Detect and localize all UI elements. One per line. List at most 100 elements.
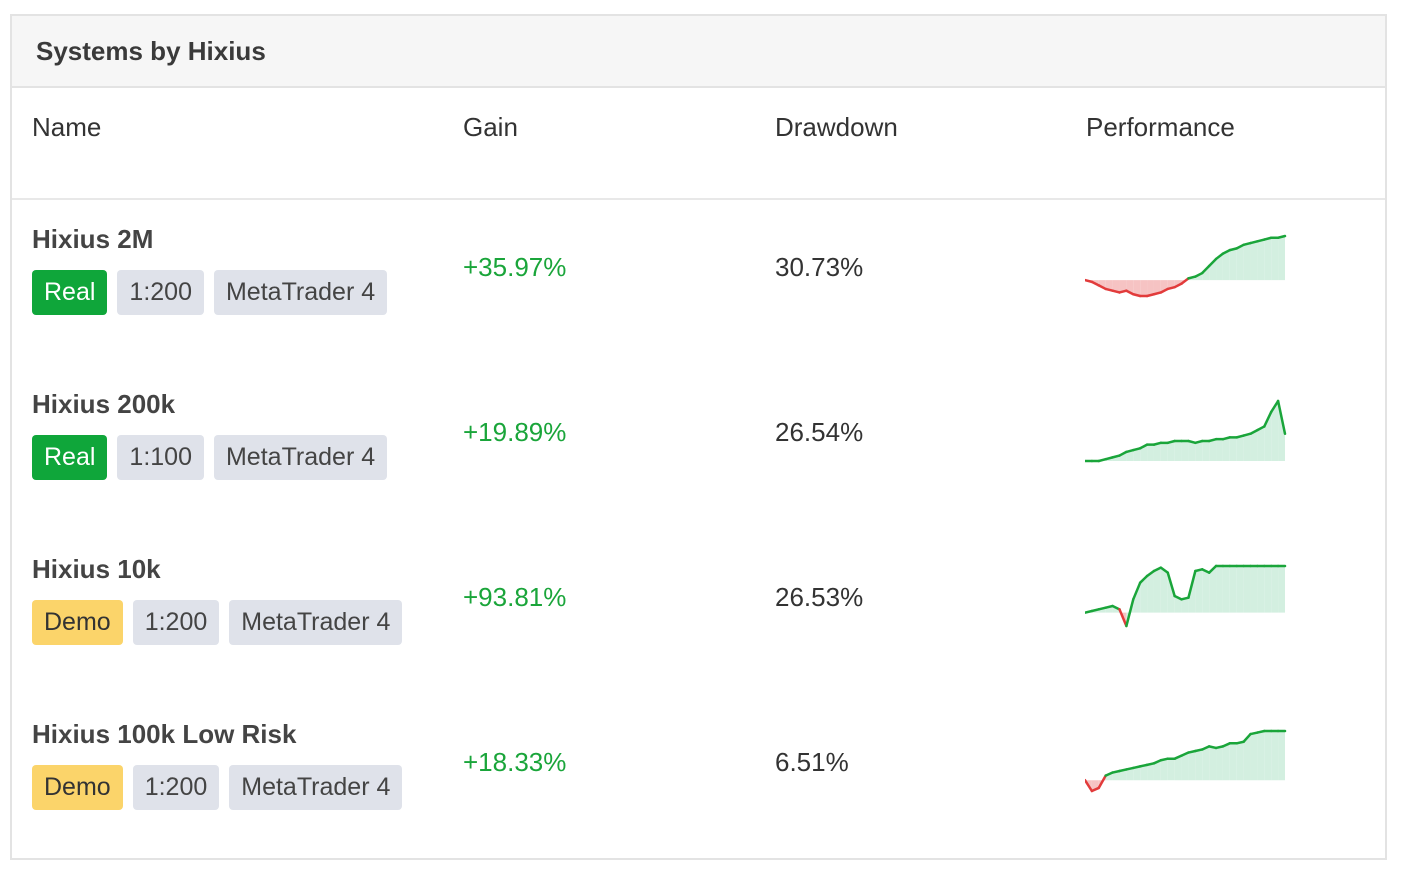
- drawdown-value: 26.53%: [775, 582, 864, 612]
- sparkline-area-segment: [1236, 741, 1244, 781]
- sparkline-area-segment: [1229, 248, 1237, 281]
- sparkline-area-segment: [1229, 437, 1237, 461]
- gain-value: +93.81%: [463, 582, 567, 612]
- account-type-badge: Demo: [32, 765, 123, 810]
- badge-group: Real 1:200 MetaTrader 4: [32, 270, 388, 315]
- table-row[interactable]: Hixius 200k Real 1:100 MetaTrader 4 +19.…: [12, 365, 1385, 530]
- sparkline-segment: [1159, 287, 1170, 294]
- sparkline-area-segment: [1195, 441, 1203, 461]
- sparkline-area-segment: [1236, 435, 1244, 461]
- sparkline-segment: [1097, 774, 1107, 790]
- sparkline-area-segment: [1243, 433, 1251, 461]
- leverage-badge: 1:200: [132, 600, 220, 645]
- sparkline-segment: [1138, 443, 1149, 450]
- sparkline-area-segment: [1147, 571, 1154, 613]
- sparkline-area-segment: [1257, 731, 1265, 781]
- sparkline-area-segment: [1140, 576, 1148, 613]
- sparkline-segment: [1097, 284, 1107, 291]
- sparkline-area-segment: [1105, 280, 1113, 291]
- sparkline-segment: [1145, 569, 1156, 578]
- sparkline-area-segment: [1216, 253, 1223, 281]
- sparkline-segment: [1138, 574, 1149, 584]
- sparkline-area-segment: [1174, 755, 1182, 781]
- sparkline-area-segment: [1271, 731, 1279, 781]
- panel-header: Systems by Hixius: [12, 16, 1385, 88]
- sparkline-area-segment: [1174, 441, 1182, 461]
- table-row[interactable]: Hixius 10k Demo 1:200 MetaTrader 4 +93.8…: [12, 530, 1385, 695]
- sparkline-area-segment: [1140, 280, 1148, 296]
- sparkline-area-segment: [1257, 566, 1265, 613]
- sparkline-area-segment: [1250, 241, 1258, 281]
- sparkline-segment: [1235, 243, 1245, 250]
- drawdown-value: 6.51%: [775, 747, 849, 777]
- sparkline-area-segment: [1250, 430, 1258, 461]
- leverage-badge: 1:200: [132, 765, 220, 810]
- sparkline-area-segment: [1264, 731, 1272, 781]
- account-type-badge: Real: [32, 435, 108, 480]
- account-type-badge: Real: [32, 270, 108, 315]
- sparkline-area-segment: [1278, 731, 1285, 781]
- sparkline-segment: [1090, 280, 1101, 287]
- sparkline-segment: [1173, 594, 1183, 601]
- drawdown-value: 30.73%: [775, 252, 864, 282]
- sparkline-segment: [1180, 277, 1190, 285]
- sparkline-segment: [1249, 428, 1259, 435]
- sparkline-area-segment: [1119, 769, 1127, 781]
- system-name-link[interactable]: Hixius 2M: [32, 224, 154, 254]
- sparkline-area-segment: [1278, 566, 1285, 613]
- sparkline-area-segment: [1257, 239, 1265, 281]
- sparkline-area-segment: [1202, 441, 1210, 461]
- sparkline-segment: [1166, 571, 1176, 598]
- sparkline-segment: [1256, 425, 1266, 432]
- system-name-link[interactable]: Hixius 200k: [32, 389, 176, 419]
- performance-sparkline: [1085, 729, 1287, 793]
- sparkline-area-segment: [1243, 566, 1251, 613]
- sparkline-area-segment: [1160, 567, 1168, 613]
- leverage-badge: 1:200: [117, 270, 204, 315]
- sparkline-area-segment: [1126, 450, 1134, 461]
- platform-badge: MetaTrader 4: [229, 600, 403, 645]
- sparkline-segment: [1132, 581, 1142, 601]
- sparkline-segment: [1104, 771, 1114, 777]
- platform-badge: MetaTrader 4: [213, 270, 388, 315]
- column-header-drawdown: Drawdown: [775, 112, 898, 142]
- sparkline-segment: [1090, 786, 1101, 793]
- badge-group: Real 1:100 MetaTrader 4: [32, 435, 388, 480]
- system-name-link[interactable]: Hixius 10k: [32, 554, 161, 584]
- gain-value: +35.97%: [463, 252, 567, 282]
- table-row[interactable]: Hixius 2M Real 1:200 MetaTrader 4 +35.97…: [12, 200, 1385, 365]
- sparkline-area-segment: [1209, 566, 1217, 613]
- sparkline-area-segment: [1188, 751, 1196, 781]
- sparkline-area-segment: [1174, 596, 1182, 613]
- sparkline-segment: [1111, 604, 1121, 611]
- sparkline-area-segment: [1222, 566, 1230, 613]
- sparkline-area-segment: [1216, 746, 1223, 781]
- sparkline-segment: [1173, 754, 1183, 760]
- system-name-link[interactable]: Hixius 100k Low Risk: [32, 719, 297, 749]
- sparkline-area-segment: [1250, 732, 1258, 781]
- gain-value: +18.33%: [463, 747, 567, 777]
- sparkline-segment: [1221, 742, 1232, 748]
- sparkline-area-segment: [1222, 743, 1230, 781]
- sparkline-area-segment: [1243, 243, 1251, 281]
- gain-value: +19.89%: [463, 417, 567, 447]
- sparkline-area-segment: [1250, 566, 1258, 613]
- sparkline-area-segment: [1209, 439, 1217, 461]
- sparkline-area-segment: [1167, 441, 1175, 461]
- platform-badge: MetaTrader 4: [229, 765, 403, 810]
- sparkline-area-segment: [1222, 437, 1230, 461]
- sparkline-segment: [1207, 257, 1218, 268]
- sparkline-area-segment: [1209, 258, 1217, 281]
- performance-sparkline: [1085, 399, 1287, 463]
- table-row[interactable]: Hixius 100k Low Risk Demo 1:200 MetaTrad…: [12, 695, 1385, 860]
- performance-sparkline: [1085, 564, 1287, 628]
- sparkline-area-segment: [1271, 237, 1279, 281]
- sparkline-segment: [1125, 598, 1135, 628]
- sparkline-area-segment: [1160, 758, 1168, 781]
- sparkline-segment: [1118, 608, 1128, 628]
- sparkline-area-segment: [1153, 567, 1161, 613]
- sparkline-segment: [1118, 450, 1128, 457]
- sparkline-segment: [1207, 564, 1218, 574]
- sparkline-segment: [1085, 778, 1094, 793]
- sparkline-area-segment: [1133, 582, 1141, 613]
